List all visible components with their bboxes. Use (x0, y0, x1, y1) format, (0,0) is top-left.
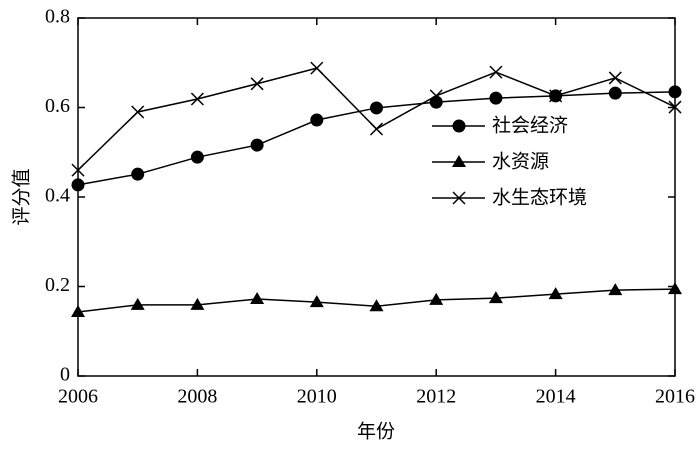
marker (489, 65, 503, 79)
marker (489, 91, 503, 105)
x-tick-label: 2012 (416, 386, 456, 408)
marker (549, 89, 563, 103)
marker (131, 167, 145, 181)
marker (452, 119, 466, 133)
legend-label: 社会经济 (492, 115, 568, 137)
marker (608, 86, 622, 100)
marker (452, 191, 466, 205)
y-tick-label: 0.6 (45, 95, 70, 117)
marker (429, 292, 444, 305)
legend-label: 水生态环境 (492, 187, 587, 209)
y-tick-label: 0.8 (45, 6, 70, 28)
marker (71, 305, 85, 318)
marker (668, 282, 682, 295)
marker (310, 61, 324, 75)
marker (71, 178, 85, 192)
marker (130, 297, 145, 310)
marker (608, 71, 622, 85)
marker (250, 138, 264, 152)
y-tick-label: 0.4 (45, 185, 70, 207)
marker (309, 295, 324, 308)
x-tick-label: 2014 (536, 386, 576, 408)
marker (370, 101, 383, 115)
series-line (77, 67, 676, 171)
marker (71, 163, 85, 177)
x-tick-label: 2010 (297, 386, 337, 408)
marker (488, 291, 503, 304)
marker (369, 122, 384, 136)
y-tick-label: 0.2 (45, 274, 70, 296)
y-tick-label: 0 (60, 364, 70, 386)
x-axis-label: 年份 (357, 421, 395, 443)
marker (668, 85, 682, 99)
marker (190, 92, 204, 106)
x-tick-label: 2008 (177, 386, 217, 408)
marker (250, 292, 265, 305)
x-tick-label: 2006 (58, 386, 98, 408)
marker (310, 113, 324, 127)
marker (548, 287, 563, 300)
marker (429, 89, 443, 103)
marker (250, 77, 264, 91)
marker (190, 297, 205, 310)
marker (452, 155, 466, 167)
marker (190, 150, 204, 164)
y-axis-label: 评分值 (11, 168, 33, 225)
x-tick-label: 2016 (655, 386, 695, 408)
marker (369, 299, 384, 312)
marker (668, 100, 682, 114)
legend-label: 水资源 (492, 151, 549, 173)
marker (131, 105, 145, 119)
marker (608, 283, 623, 296)
